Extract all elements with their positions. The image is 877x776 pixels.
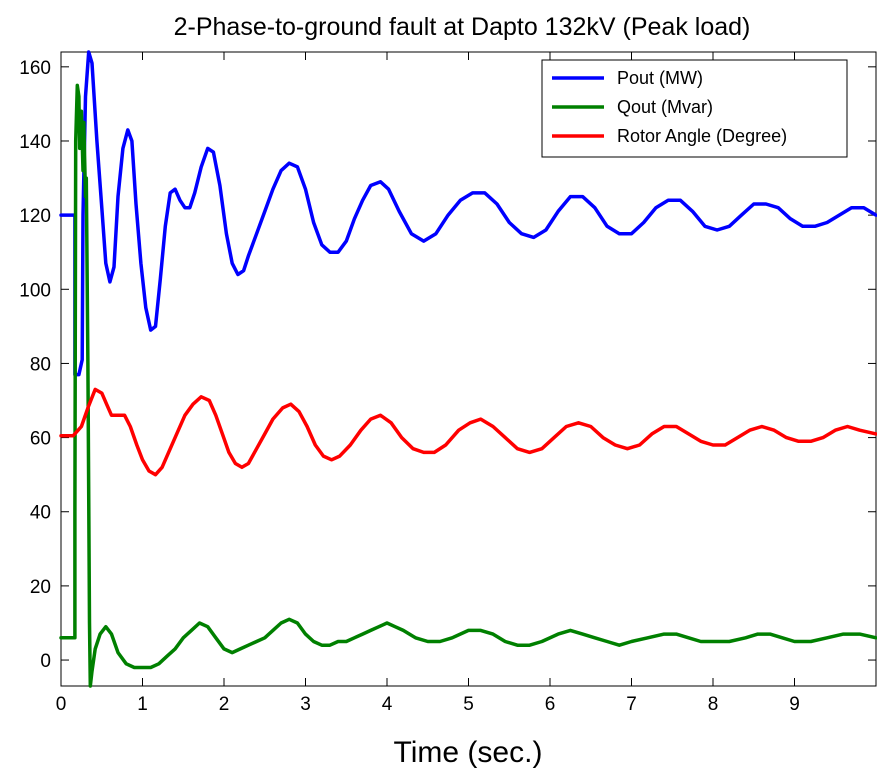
x-tick-label: 9: [789, 694, 800, 715]
x-tick-label: 0: [56, 694, 67, 715]
legend-label: Qout (Mvar): [617, 97, 713, 117]
y-tick-label: 100: [19, 280, 51, 301]
y-tick-label: 160: [19, 58, 51, 79]
x-tick-label: 5: [463, 694, 474, 715]
y-tick-label: 60: [30, 429, 51, 450]
x-axis-label: Time (sec.): [394, 736, 543, 769]
x-tick-label: 8: [708, 694, 719, 715]
legend-label: Pout (MW): [617, 68, 703, 88]
x-tick-label: 1: [137, 694, 148, 715]
series-layer: [59, 50, 877, 688]
x-tick-label: 6: [545, 694, 556, 715]
series-line-qout-mvar: [59, 83, 877, 688]
chart-title: 2-Phase-to-ground fault at Dapto 132kV (…: [174, 13, 751, 41]
series-line-pout-mw: [59, 50, 877, 377]
legend-label: Rotor Angle (Degree): [617, 126, 787, 146]
y-tick-label: 0: [40, 651, 51, 672]
x-tick-label: 3: [300, 694, 311, 715]
y-tick-label: 40: [30, 503, 51, 524]
legend-entries: Pout (MW) Qout (Mvar) Rotor Angle (Degree): [552, 68, 787, 146]
legend: Pout (MW) Qout (Mvar) Rotor Angle (Degree): [541, 59, 848, 158]
y-tick-label: 120: [19, 206, 51, 227]
x-tick-label: 7: [626, 694, 637, 715]
x-tick-label: 4: [382, 694, 393, 715]
y-tick-label: 80: [30, 354, 51, 375]
plot-area: [60, 51, 877, 687]
x-tick-label: 2: [219, 694, 230, 715]
series-line-rotor-angle-degree: [59, 387, 877, 477]
y-tick-label: 140: [19, 132, 51, 153]
axis-ticks: 0 1 2 3 4 5 6 7 8 9 0 20 40 60 80 100 120 140 160: [19, 52, 876, 715]
y-tick-label: 20: [30, 577, 51, 598]
